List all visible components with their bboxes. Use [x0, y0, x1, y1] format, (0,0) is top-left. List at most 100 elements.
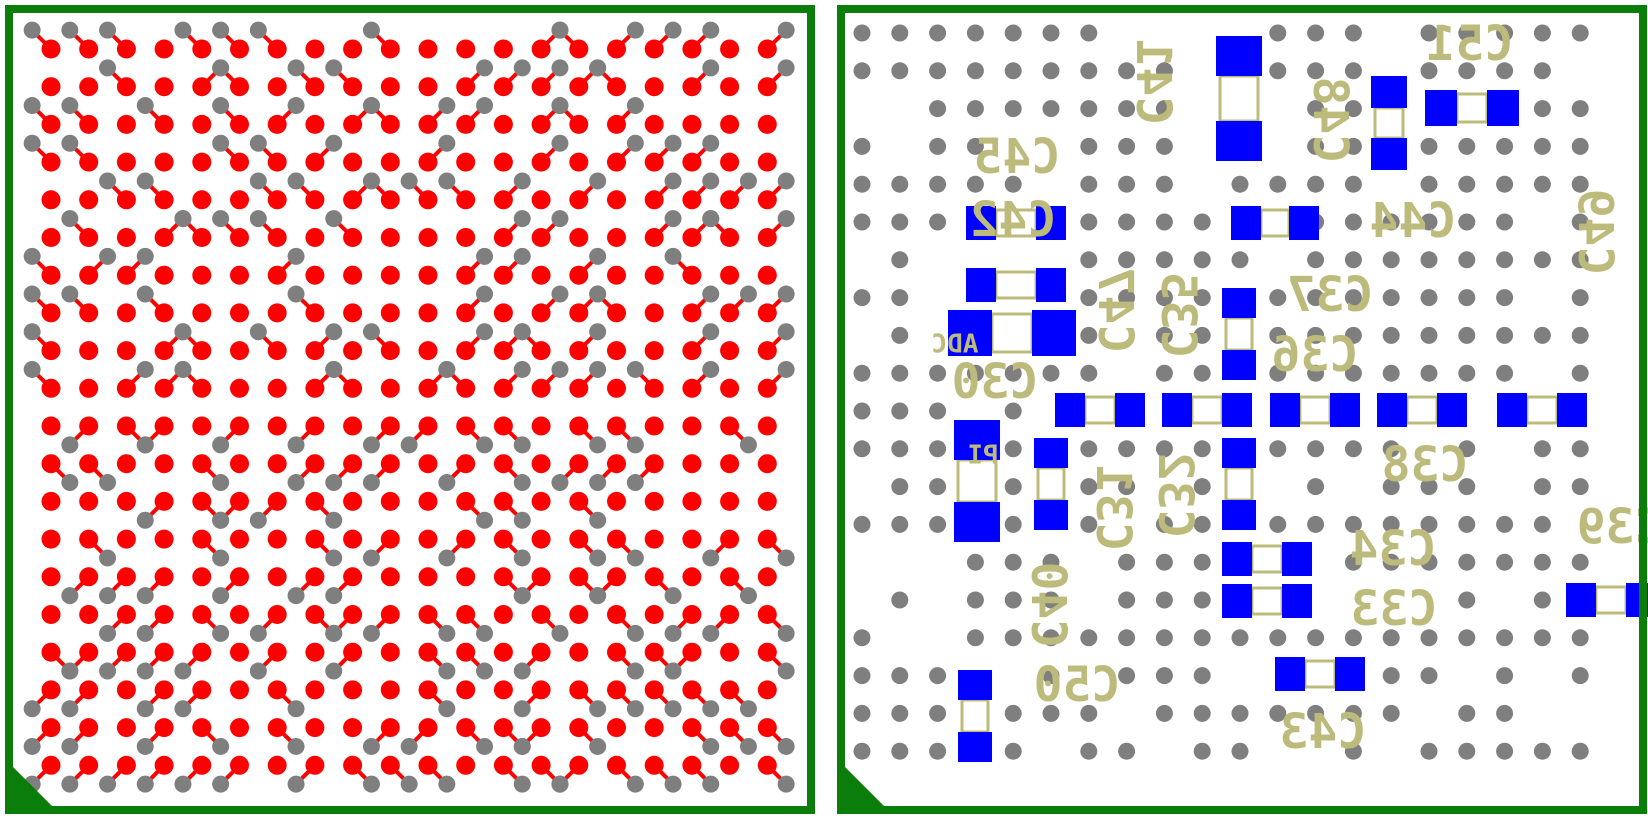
via	[1193, 289, 1211, 307]
via	[249, 624, 267, 642]
bga-pad	[305, 718, 325, 738]
bga-pad	[569, 680, 589, 700]
via	[99, 172, 117, 190]
top-layer-panel	[5, 5, 815, 814]
via	[929, 742, 947, 760]
via	[1155, 591, 1173, 609]
bga-pad	[644, 718, 664, 738]
via	[1458, 326, 1476, 344]
via	[1458, 742, 1476, 760]
bga-pad	[644, 529, 664, 549]
top-board-outline	[5, 5, 815, 814]
bga-pad	[343, 114, 363, 134]
bga-pad	[720, 39, 740, 59]
via	[1231, 251, 1249, 269]
bga-pad	[343, 228, 363, 247]
bga-pad	[343, 77, 363, 97]
capacitor-pad	[1231, 206, 1261, 240]
via	[1307, 440, 1325, 458]
bga-pad	[41, 642, 61, 662]
via	[1533, 591, 1551, 609]
via	[1458, 251, 1476, 269]
via	[1533, 326, 1551, 344]
bga-pad	[720, 718, 740, 738]
via	[287, 474, 305, 492]
bga-pad	[720, 190, 740, 210]
via	[1080, 62, 1098, 80]
bga-pad	[682, 567, 702, 587]
bga-pad	[757, 755, 777, 775]
bga-pad	[493, 755, 513, 775]
bga-pad	[607, 718, 626, 738]
via	[551, 134, 569, 152]
bga-pad	[79, 228, 99, 247]
via	[929, 137, 947, 155]
bga-pad	[456, 114, 476, 134]
via	[325, 511, 343, 529]
bga-pad	[343, 718, 363, 738]
via	[99, 775, 117, 793]
via	[1193, 364, 1211, 382]
via	[438, 97, 456, 115]
via	[551, 285, 569, 303]
capacitor-pad	[954, 420, 1000, 460]
label-c30: C30	[952, 354, 1039, 410]
bga-pad	[682, 378, 702, 398]
via	[1496, 289, 1514, 307]
via	[1420, 62, 1438, 80]
bga-pad	[569, 303, 589, 323]
via	[1533, 742, 1551, 760]
via	[1420, 364, 1438, 382]
via	[1458, 364, 1476, 382]
label-c34: C34	[1350, 521, 1437, 577]
bga-pad	[79, 378, 99, 398]
capacitor	[1425, 90, 1519, 126]
capacitor	[948, 310, 1076, 356]
bga-pad	[757, 303, 777, 323]
via	[1344, 251, 1362, 269]
bga-pad	[720, 303, 740, 323]
via	[1496, 629, 1514, 647]
bga-pad	[192, 529, 212, 549]
bga-pad	[720, 529, 740, 549]
via	[61, 97, 79, 115]
bga-pad	[116, 642, 136, 662]
bga-pad	[531, 454, 551, 474]
bga-pad	[493, 39, 513, 59]
via	[513, 360, 531, 378]
bga-pad	[418, 378, 438, 398]
bga-pad	[305, 416, 325, 436]
bga-pad	[305, 228, 325, 247]
via	[325, 210, 343, 228]
via	[929, 24, 947, 42]
via	[1004, 515, 1022, 533]
bga-pad	[569, 341, 589, 361]
label-c40: C40	[1020, 562, 1076, 649]
via	[891, 62, 909, 80]
via	[929, 364, 947, 382]
via	[1118, 62, 1136, 80]
via	[1155, 364, 1173, 382]
via	[99, 624, 117, 642]
capacitor	[966, 268, 1066, 302]
bga-pad	[79, 152, 99, 172]
capacitor-pad	[1222, 438, 1256, 468]
bga-pad	[569, 416, 589, 436]
via	[1571, 629, 1589, 647]
via	[1458, 478, 1476, 496]
capacitor-body	[1036, 466, 1066, 502]
via	[362, 323, 380, 341]
bga-pad	[569, 718, 589, 738]
via	[136, 285, 154, 303]
bga-pad	[607, 39, 626, 59]
via	[739, 436, 757, 454]
capacitor	[1162, 393, 1252, 427]
bga-pad	[720, 265, 740, 285]
capacitor-body	[1250, 544, 1284, 574]
via	[476, 662, 494, 680]
via	[1155, 326, 1173, 344]
via	[1533, 515, 1551, 533]
via	[589, 587, 607, 605]
capacitor	[1270, 393, 1360, 427]
via	[61, 21, 79, 39]
